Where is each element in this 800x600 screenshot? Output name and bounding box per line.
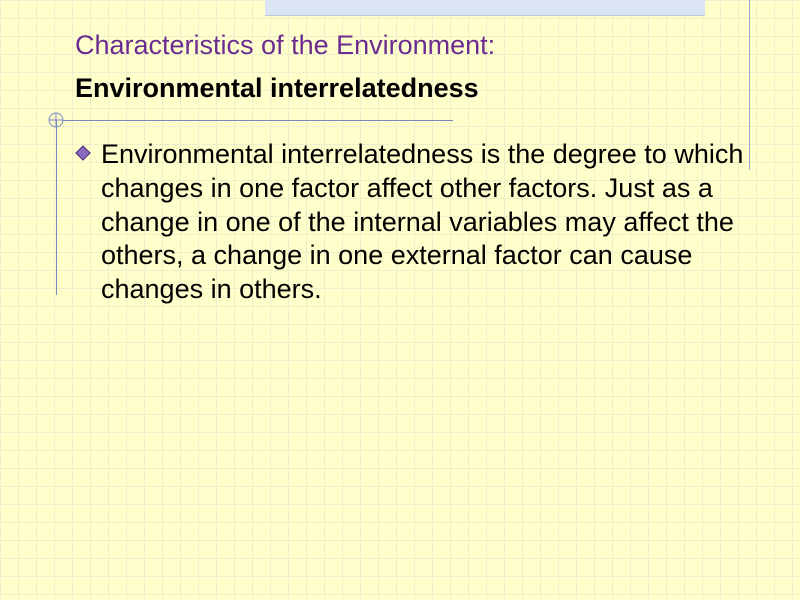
horizontal-divider — [63, 120, 453, 121]
diamond-bullet-icon — [75, 145, 91, 161]
vertical-divider — [56, 120, 57, 295]
slide-subtitle: Environmental interrelatedness — [75, 73, 479, 104]
top-accent-bar — [265, 0, 705, 16]
bullet-text: Environmental interrelatedness is the de… — [101, 138, 745, 307]
bullet-item: Environmental interrelatedness is the de… — [75, 138, 745, 307]
right-border-line — [749, 0, 750, 170]
slide-title: Characteristics of the Environment: — [75, 30, 495, 61]
